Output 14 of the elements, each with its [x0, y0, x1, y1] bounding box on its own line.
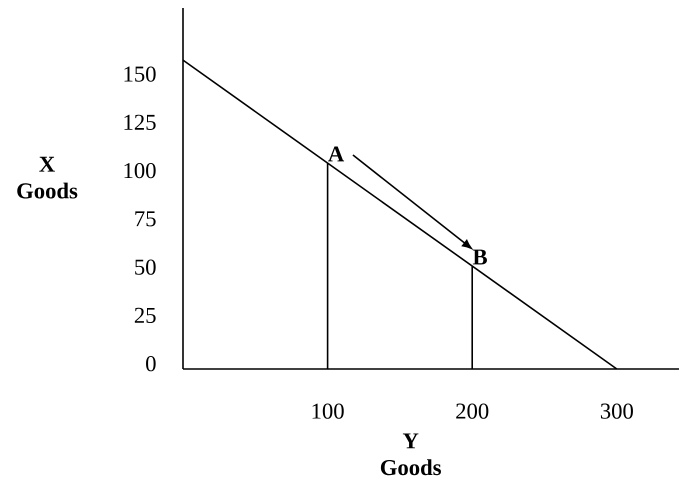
x-tick-label: 100 — [312, 403, 344, 419]
y-tick-label: 150 — [124, 66, 156, 82]
y-tick-label: 100 — [124, 162, 156, 178]
y-tick-label: 25 — [134, 308, 156, 324]
x-axis-title: Y Goods — [380, 433, 441, 476]
y-axis-title: X Goods — [17, 156, 78, 199]
y-tick-label: 125 — [124, 114, 156, 130]
y-tick-label: 50 — [135, 259, 156, 275]
y-tick-label: 75 — [135, 211, 156, 226]
y-tick-label: 0 — [146, 356, 156, 372]
annotation: B — [472, 250, 487, 264]
annotation: A — [328, 146, 344, 162]
x-tick-label: 200 — [456, 403, 488, 419]
x-tick-label: 300 — [600, 403, 633, 419]
